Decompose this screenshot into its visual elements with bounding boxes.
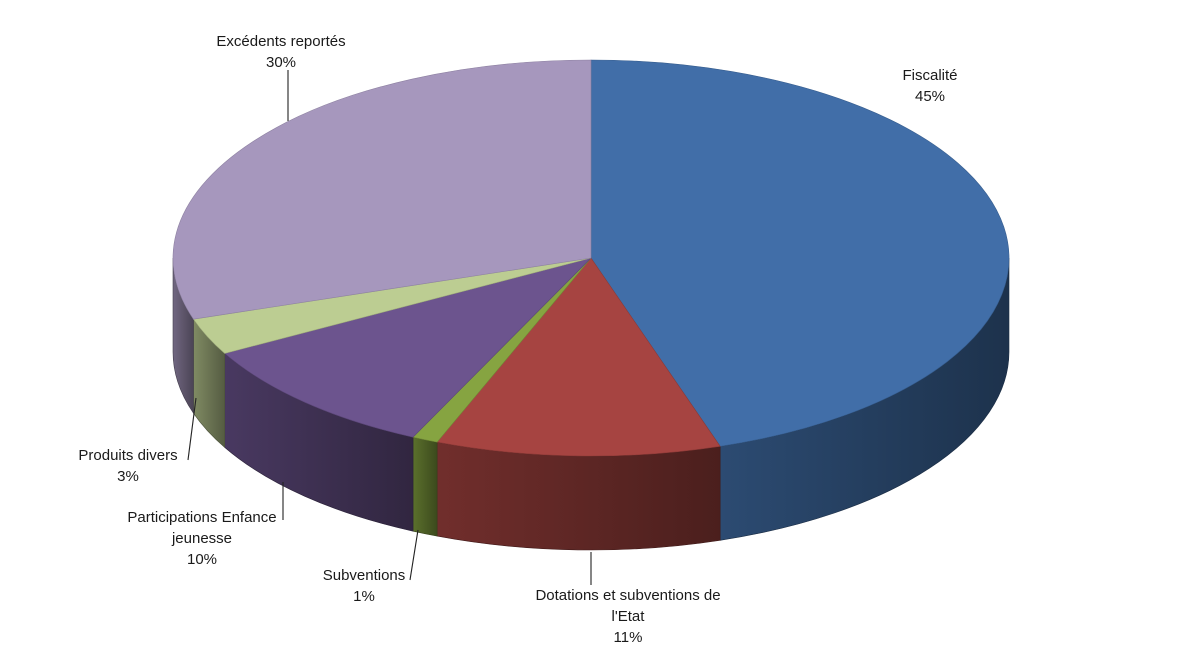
- pie-slices: [172, 59, 1010, 457]
- data-label-text: l'Etat: [612, 608, 646, 625]
- data-label-2: Subventions 1%: [323, 567, 406, 605]
- data-label-5: Excédents reportés 30%: [216, 33, 345, 71]
- data-label-1: Dotations et subventions de l'Etat 11%: [535, 587, 720, 646]
- data-label-text: Produits divers: [78, 447, 177, 464]
- data-label-pct: 45%: [915, 88, 945, 105]
- leader-lines: [187, 70, 592, 585]
- pie-side-1: [436, 441, 721, 551]
- data-label-4: Produits divers 3%: [78, 447, 177, 485]
- leader-line-4: [187, 397, 197, 461]
- pie-slice-5: [172, 59, 592, 320]
- data-label-pct: 1%: [353, 588, 375, 605]
- pie-slice-3: [224, 257, 592, 438]
- pie-slice-0: [590, 59, 1010, 447]
- data-label-pct: 30%: [266, 54, 296, 71]
- pie-side-2: [412, 436, 438, 537]
- data-label-text: Subventions: [323, 567, 406, 584]
- data-labels: Fiscalité 45% Dotations et subventions de l…: [78, 33, 957, 646]
- data-label-pct: 10%: [187, 551, 217, 568]
- data-label-text: Participations Enfance: [127, 509, 276, 526]
- leader-line-2: [409, 529, 419, 581]
- data-label-pct: 3%: [117, 468, 139, 485]
- data-label-0: Fiscalité 45%: [902, 67, 957, 105]
- data-label-text: jeunesse: [171, 530, 232, 547]
- data-label-pct: 11%: [614, 629, 643, 646]
- pie-slice-1: [436, 257, 721, 457]
- data-label-text: Fiscalité: [902, 67, 957, 84]
- pie-sides: [172, 257, 1010, 551]
- data-label-text: Excédents reportés: [216, 33, 345, 50]
- data-label-text: Dotations et subventions de: [535, 587, 720, 604]
- data-label-3: Participations Enfance jeunesse 10%: [127, 509, 276, 568]
